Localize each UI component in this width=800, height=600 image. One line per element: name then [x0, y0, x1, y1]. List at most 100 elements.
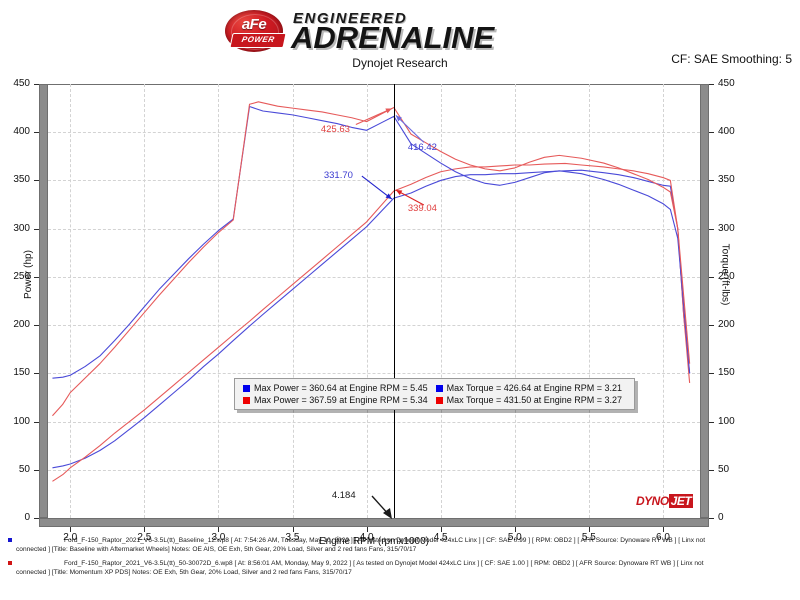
afe-badge-text: aFe: [241, 16, 267, 33]
y-tick-label-left: 300: [13, 222, 30, 234]
x-tick-label: 4.0: [359, 532, 374, 543]
legend-torque-red-text: Max Torque = 431.50 at Engine RPM = 3.27: [446, 395, 623, 405]
y-tick-label-right: 200: [718, 319, 735, 331]
legend-row-red: Max Power = 367.59 at Engine RPM = 5.34 …: [241, 394, 628, 406]
curve-torque: [52, 105, 691, 379]
legend-row-blue: Max Power = 360.64 at Engine RPM = 5.45 …: [241, 382, 628, 394]
legend-swatch-red-power: [243, 397, 250, 405]
annotation-torque-red: 425.63: [320, 123, 350, 135]
dynojet-logo-part2: JET: [668, 494, 694, 508]
plot-background: [48, 84, 700, 518]
x-axis-bar: [39, 518, 709, 527]
y-tick-label-left: 150: [13, 367, 30, 379]
gridline-vertical: [218, 84, 220, 518]
x-tick-label: 5.5: [581, 532, 596, 543]
y-axis-right-bar: [700, 84, 709, 518]
afe-power-ribbon: POWER: [229, 33, 287, 48]
curve-power: [52, 169, 691, 469]
chart-legend[interactable]: Max Power = 360.64 at Engine RPM = 5.45 …: [234, 378, 636, 410]
y-tick-label-left: 0: [24, 512, 30, 523]
x-tick-label: 3.0: [211, 532, 226, 543]
footnote-2-line1: Ford_F-150_Raptor_2021_V6-3.5L(tt)_50-30…: [64, 560, 704, 567]
annotation-leader-line: [361, 175, 393, 200]
legend-power-blue: Max Power = 360.64 at Engine RPM = 5.45: [241, 382, 434, 394]
footnote-2-line2: connected ] [Title: Momentum XP PDS] Not…: [16, 569, 352, 576]
annotation-arrowhead-icon: [395, 190, 403, 196]
x-tick-label: 2.0: [63, 532, 78, 543]
y-tick-label-left: 250: [13, 270, 30, 282]
x-tick-label: 5.0: [507, 532, 522, 543]
annotation-arrowhead-icon: [395, 115, 402, 122]
gridline-vertical: [144, 84, 146, 518]
annotation-arrowhead-icon: [385, 193, 392, 200]
cursor-line[interactable]: [393, 84, 395, 518]
gridline-horizontal: [48, 469, 700, 471]
afe-power-ribbon-text: POWER: [240, 35, 276, 44]
brand-adrenaline-text: ADRENALINE: [291, 20, 495, 55]
y-axis-left-bar: [39, 84, 48, 518]
y-tick-label-right: 150: [718, 367, 735, 379]
legend-power-blue-text: Max Power = 360.64 at Engine RPM = 5.45: [254, 383, 428, 393]
curve-power: [52, 162, 691, 482]
y-tick-label-right: 250: [718, 270, 735, 282]
legend-swatch-blue-power: [243, 385, 250, 393]
gridline-horizontal: [48, 180, 700, 182]
legend-torque-blue-text: Max Torque = 426.64 at Engine RPM = 3.21: [446, 383, 623, 393]
y-tick-label-right: 0: [718, 512, 724, 523]
gridline-vertical: [366, 84, 368, 518]
annotation-leader-line: [395, 114, 425, 143]
y-tick-label-left: 400: [13, 126, 30, 138]
annotation-arrows: [355, 108, 425, 206]
gridline-horizontal: [48, 373, 700, 375]
footnote-1-line1: Ford_F-150_Raptor_2021_V6-3.5L(tt)_Basel…: [64, 537, 706, 544]
footnote-bullet-red: [8, 561, 12, 565]
y-tick-label-right: 100: [718, 415, 735, 427]
y-tick-label-right: 350: [718, 174, 735, 186]
gridline-vertical: [588, 84, 590, 518]
y-tick-label-left: 450: [13, 78, 30, 89]
y-tick-label-right: 450: [718, 78, 735, 89]
x-tick-label: 2.5: [137, 532, 152, 543]
legend-torque-blue: Max Torque = 426.64 at Engine RPM = 3.21: [434, 382, 628, 394]
gridline-horizontal: [48, 132, 700, 134]
gridline-horizontal: [48, 228, 700, 230]
gridline-vertical: [662, 84, 664, 518]
footnote-run-1: Ford_F-150_Raptor_2021_V6-3.5L(tt)_Basel…: [0, 536, 800, 554]
annotation-cursor-rpm: 4.184: [331, 490, 356, 501]
y-tick-label-left: 350: [13, 174, 30, 186]
curve-lines: [52, 101, 691, 482]
plot-top-border: [48, 84, 700, 85]
cursor-rpm-arrow-icon: [371, 495, 392, 519]
annotation-power-red: 339.04: [407, 203, 437, 214]
legend-swatch-blue-torque: [435, 385, 443, 393]
y-tick-label-right: 300: [718, 222, 735, 234]
annotation-torque-blue: 416.42: [407, 142, 437, 154]
gridline-horizontal: [48, 276, 700, 278]
y-tick-label-left: 100: [13, 415, 30, 427]
cf-smoothing-label: CF: SAE Smoothing: 5: [671, 52, 792, 66]
gridline-vertical: [292, 84, 294, 518]
legend-swatch-red-torque: [435, 397, 443, 405]
curve-torque: [52, 101, 691, 417]
y-tick-label-left: 200: [13, 319, 30, 331]
footnote-run-2: Ford_F-150_Raptor_2021_V6-3.5L(tt)_50-30…: [0, 559, 800, 577]
y-tick-label-right: 50: [718, 463, 730, 475]
annotation-power-blue: 331.70: [323, 170, 353, 182]
brand-engineered-text: ENGINEERED: [293, 10, 408, 27]
footnote-bullet-blue: [8, 538, 12, 542]
legend-power-red: Max Power = 367.59 at Engine RPM = 5.34: [241, 394, 434, 406]
x-tick-label: 6.0: [656, 532, 670, 543]
y-tick-label-right: 400: [718, 126, 735, 138]
gridline-vertical: [514, 84, 516, 518]
page-header: aFe POWER ENGINEERED ADRENALINE Dynojet …: [0, 0, 800, 70]
gridline-horizontal: [48, 421, 700, 423]
x-tick-label: 3.5: [285, 532, 300, 543]
afe-power-badge-icon: aFe POWER: [225, 10, 287, 52]
chart-subtitle: Dynojet Research: [352, 56, 448, 70]
legend-power-red-text: Max Power = 367.59 at Engine RPM = 5.34: [254, 395, 428, 405]
dynojet-watermark-logo: DYNO JET: [636, 494, 694, 508]
legend-torque-red: Max Torque = 431.50 at Engine RPM = 3.27: [434, 394, 628, 406]
afe-brand-logo: aFe POWER ENGINEERED ADRENALINE: [225, 8, 570, 54]
footnotes: Ford_F-150_Raptor_2021_V6-3.5L(tt)_Basel…: [0, 536, 800, 582]
